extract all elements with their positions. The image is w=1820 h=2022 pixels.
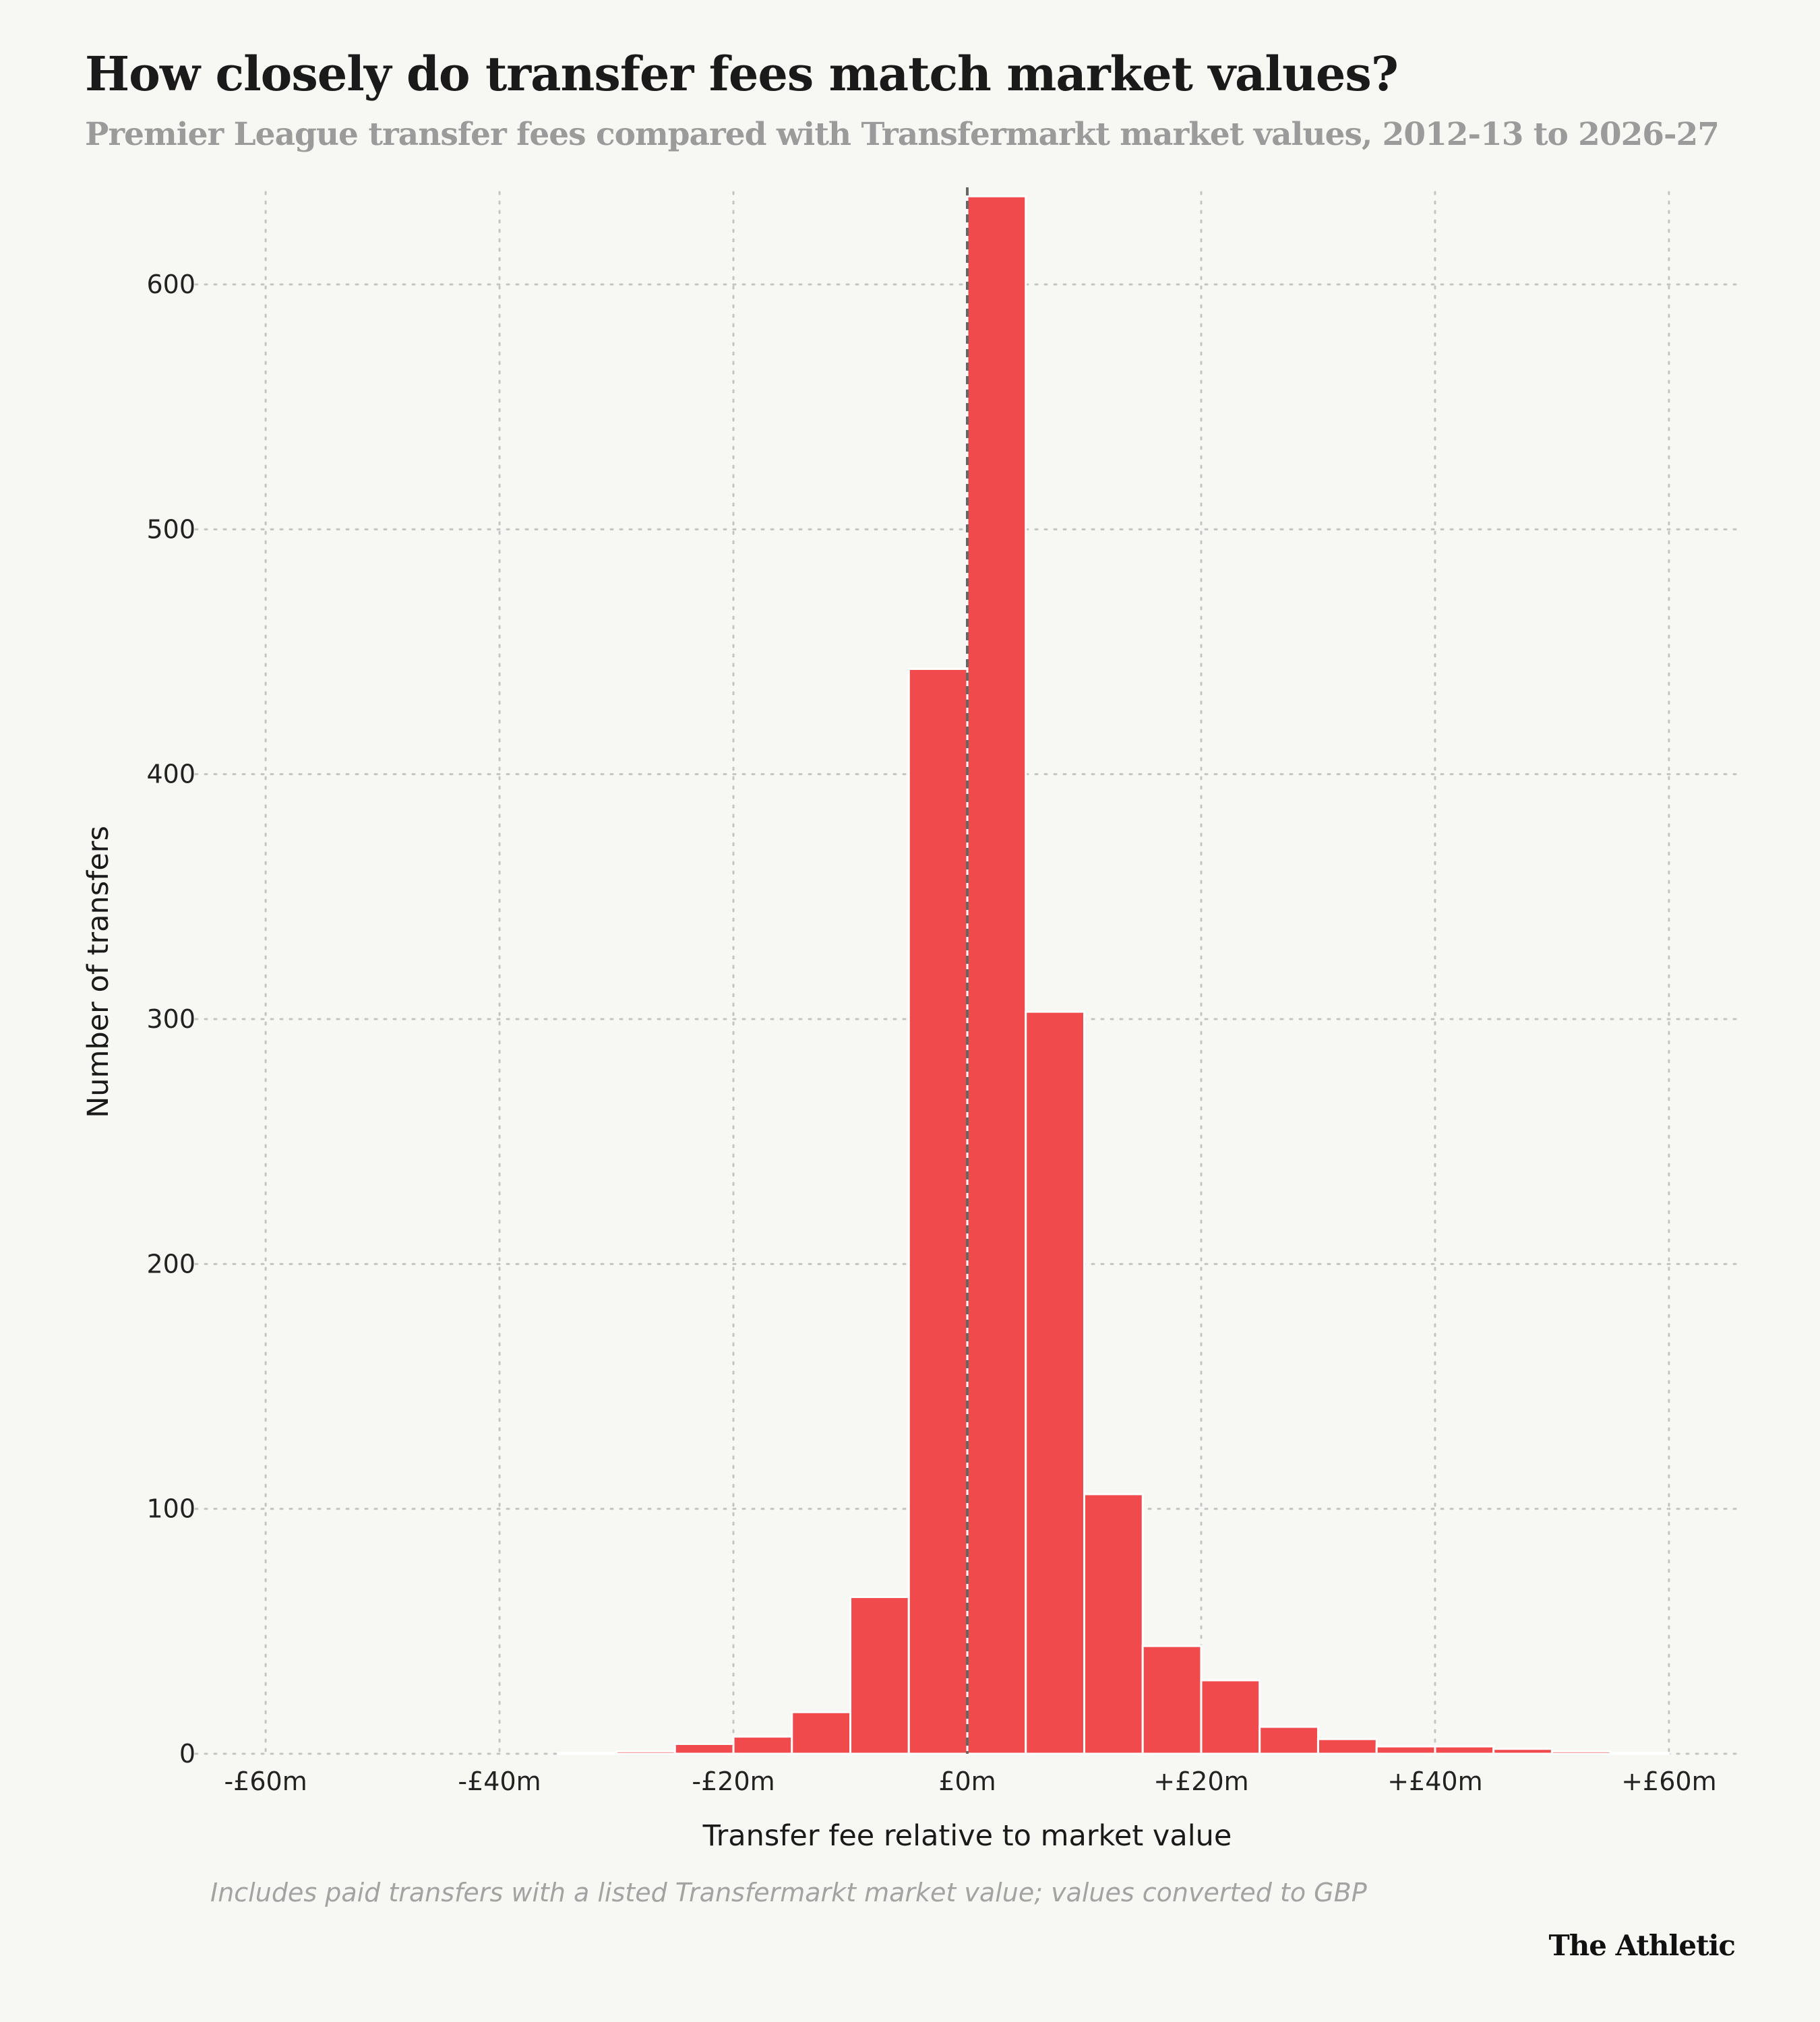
- x-tick-label: £0m: [938, 1767, 996, 1796]
- x-tick-label: -£60m: [224, 1767, 307, 1796]
- y-axis-title: Number of transfers: [82, 826, 115, 1118]
- histogram-bar: [1141, 1645, 1203, 1755]
- x-tick-label: +£40m: [1387, 1767, 1482, 1796]
- histogram-bar: [1434, 1745, 1495, 1755]
- histogram-bar: [615, 1750, 676, 1755]
- y-tick-label: 200: [146, 1249, 195, 1279]
- y-tick-labels: 0 100 200 300 400 500 600: [146, 270, 195, 1769]
- histogram-bar: [1375, 1745, 1436, 1755]
- histogram-bar: [1083, 1493, 1144, 1755]
- x-tick-label: -£40m: [458, 1767, 541, 1796]
- histogram-bar: [1550, 1750, 1612, 1755]
- bar-layer: [557, 195, 1670, 1755]
- histogram-bar: [1609, 1752, 1670, 1755]
- histogram-bar: [1316, 1738, 1378, 1755]
- y-tick-label: 100: [146, 1494, 195, 1524]
- histogram-bar: [1258, 1725, 1319, 1755]
- brand-logo-text: The Athletic: [1548, 1929, 1736, 1962]
- histogram-bar: [1200, 1679, 1261, 1755]
- y-tick-label: 500: [146, 514, 195, 544]
- chart-title: How closely do transfer fees match marke…: [85, 46, 1399, 102]
- histogram-bar: [557, 1752, 618, 1755]
- histogram-bar: [1025, 1010, 1085, 1755]
- histogram-bar: [907, 667, 969, 1755]
- histogram-bar: [966, 195, 1027, 1755]
- y-tick-label: 0: [179, 1739, 195, 1769]
- y-tick-label: 600: [146, 270, 195, 299]
- x-tick-label: -£20m: [692, 1767, 775, 1796]
- histogram-plot: -£60m -£40m -£20m £0m +£20m +£40m +£60m 0 100 20…: [82, 187, 1740, 1853]
- x-tick-label: +£20m: [1153, 1767, 1248, 1796]
- x-tick-labels: -£60m -£40m -£20m £0m +£20m +£40m +£60m: [224, 1767, 1716, 1796]
- histogram-bar: [791, 1711, 852, 1755]
- footnote: Includes paid transfers with a listed Tr…: [210, 1878, 1367, 1907]
- histogram-bar: [1492, 1748, 1553, 1755]
- chart-subtitle: Premier League transfer fees compared wi…: [85, 116, 1720, 153]
- histogram-bar: [673, 1742, 735, 1755]
- x-tick-label: +£60m: [1621, 1767, 1716, 1796]
- x-axis-title: Transfer fee relative to market value: [702, 1819, 1232, 1853]
- y-tick-label: 400: [146, 760, 195, 789]
- y-tick-label: 300: [146, 1004, 195, 1034]
- histogram-bar: [732, 1736, 793, 1755]
- histogram-bar: [849, 1595, 910, 1755]
